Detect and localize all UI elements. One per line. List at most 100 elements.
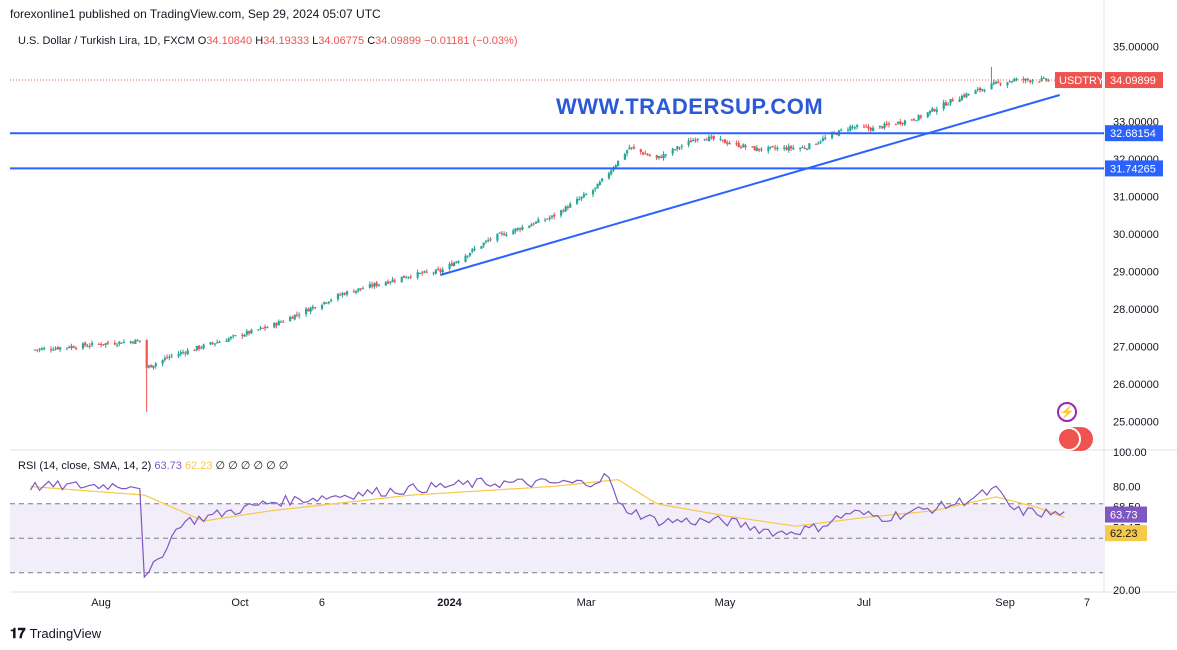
candle-body <box>771 146 775 148</box>
candle <box>439 267 442 275</box>
candle-body <box>102 344 105 346</box>
candle <box>983 88 986 93</box>
candle <box>168 354 171 361</box>
candle-body <box>708 136 711 142</box>
candle-body <box>840 129 843 131</box>
candle <box>676 145 679 152</box>
candle-body <box>935 109 938 112</box>
candle <box>480 245 483 250</box>
candle-body <box>931 108 934 112</box>
candle <box>234 334 237 337</box>
candle <box>862 124 866 128</box>
candle-body <box>1038 81 1041 83</box>
tradingview-logo-icon[interactable]: 𝟏𝟕 <box>10 625 26 641</box>
candle <box>218 340 221 343</box>
candle-body <box>496 233 499 241</box>
candle <box>245 328 249 337</box>
candle <box>728 140 731 145</box>
candle <box>261 327 264 329</box>
candle <box>878 125 882 130</box>
candle-body <box>692 139 695 142</box>
candle <box>835 133 838 136</box>
candle <box>36 349 39 353</box>
candle <box>182 349 185 355</box>
rsi-sma-legend-value: 62.23 <box>184 460 213 472</box>
candle-body <box>1008 81 1011 83</box>
candle-body <box>282 321 285 323</box>
events-flag-icon[interactable] <box>1057 427 1081 451</box>
candle <box>528 225 531 229</box>
candle <box>1024 78 1027 84</box>
candle <box>464 253 467 263</box>
candle <box>623 152 627 161</box>
candle-body <box>391 279 394 283</box>
candle-body <box>209 342 212 345</box>
candle <box>405 275 408 279</box>
candle-body <box>598 181 601 185</box>
candle-body <box>466 255 469 257</box>
candle-body <box>500 233 504 235</box>
candle <box>147 364 151 369</box>
candle <box>678 146 681 151</box>
symbol-tag <box>1055 72 1102 89</box>
candle <box>594 187 597 192</box>
candle <box>136 339 139 342</box>
candle-body <box>960 95 964 100</box>
candle-body <box>229 336 233 339</box>
candle <box>1061 77 1064 83</box>
candle-body <box>735 143 738 145</box>
candle <box>824 134 827 141</box>
candle-body <box>687 140 690 145</box>
candle-body <box>498 232 501 234</box>
candle-body <box>737 142 740 148</box>
candle <box>241 332 244 340</box>
candle <box>177 350 180 359</box>
candle <box>154 361 157 369</box>
candle <box>503 231 506 236</box>
candle-body <box>865 126 868 128</box>
rsi-tick-label: 80.00 <box>1113 482 1141 494</box>
time-tick-label: 2024 <box>437 597 462 609</box>
candle-body <box>803 147 806 149</box>
candle <box>275 322 278 329</box>
candle <box>673 148 677 151</box>
candle-body <box>311 306 315 309</box>
candle <box>808 142 811 150</box>
close-value: 34.09899 <box>375 35 422 47</box>
candle-body <box>455 261 458 264</box>
low-label: L <box>312 35 319 47</box>
candle <box>81 342 85 351</box>
candle-body <box>320 304 324 309</box>
candle-body <box>728 143 731 145</box>
candle-body <box>947 104 950 106</box>
candle <box>346 290 349 297</box>
candle-body <box>248 331 251 334</box>
candle-body <box>614 165 617 169</box>
candle-body <box>705 139 708 141</box>
candle <box>150 364 153 368</box>
candle <box>642 151 645 156</box>
high-value: 34.19333 <box>263 35 310 47</box>
candle <box>566 204 570 211</box>
candle <box>737 140 740 148</box>
candle-body <box>519 228 522 230</box>
candle-body <box>138 340 141 342</box>
candle-body <box>644 153 647 155</box>
candle <box>632 144 636 150</box>
candle-body <box>1063 79 1066 83</box>
lightning-icon[interactable]: ⚡ <box>1057 402 1077 422</box>
candle <box>455 260 458 264</box>
candle-body <box>225 340 228 342</box>
candle <box>70 343 73 351</box>
candle <box>243 333 246 337</box>
candle-body <box>787 146 790 151</box>
candle-body <box>346 291 349 295</box>
candle-body <box>894 124 897 126</box>
candle <box>721 139 724 143</box>
candle <box>903 119 907 127</box>
candle <box>803 145 806 150</box>
candle <box>696 138 699 143</box>
candle-body <box>901 123 904 125</box>
candle-body <box>273 322 276 328</box>
candle-body <box>553 214 556 217</box>
